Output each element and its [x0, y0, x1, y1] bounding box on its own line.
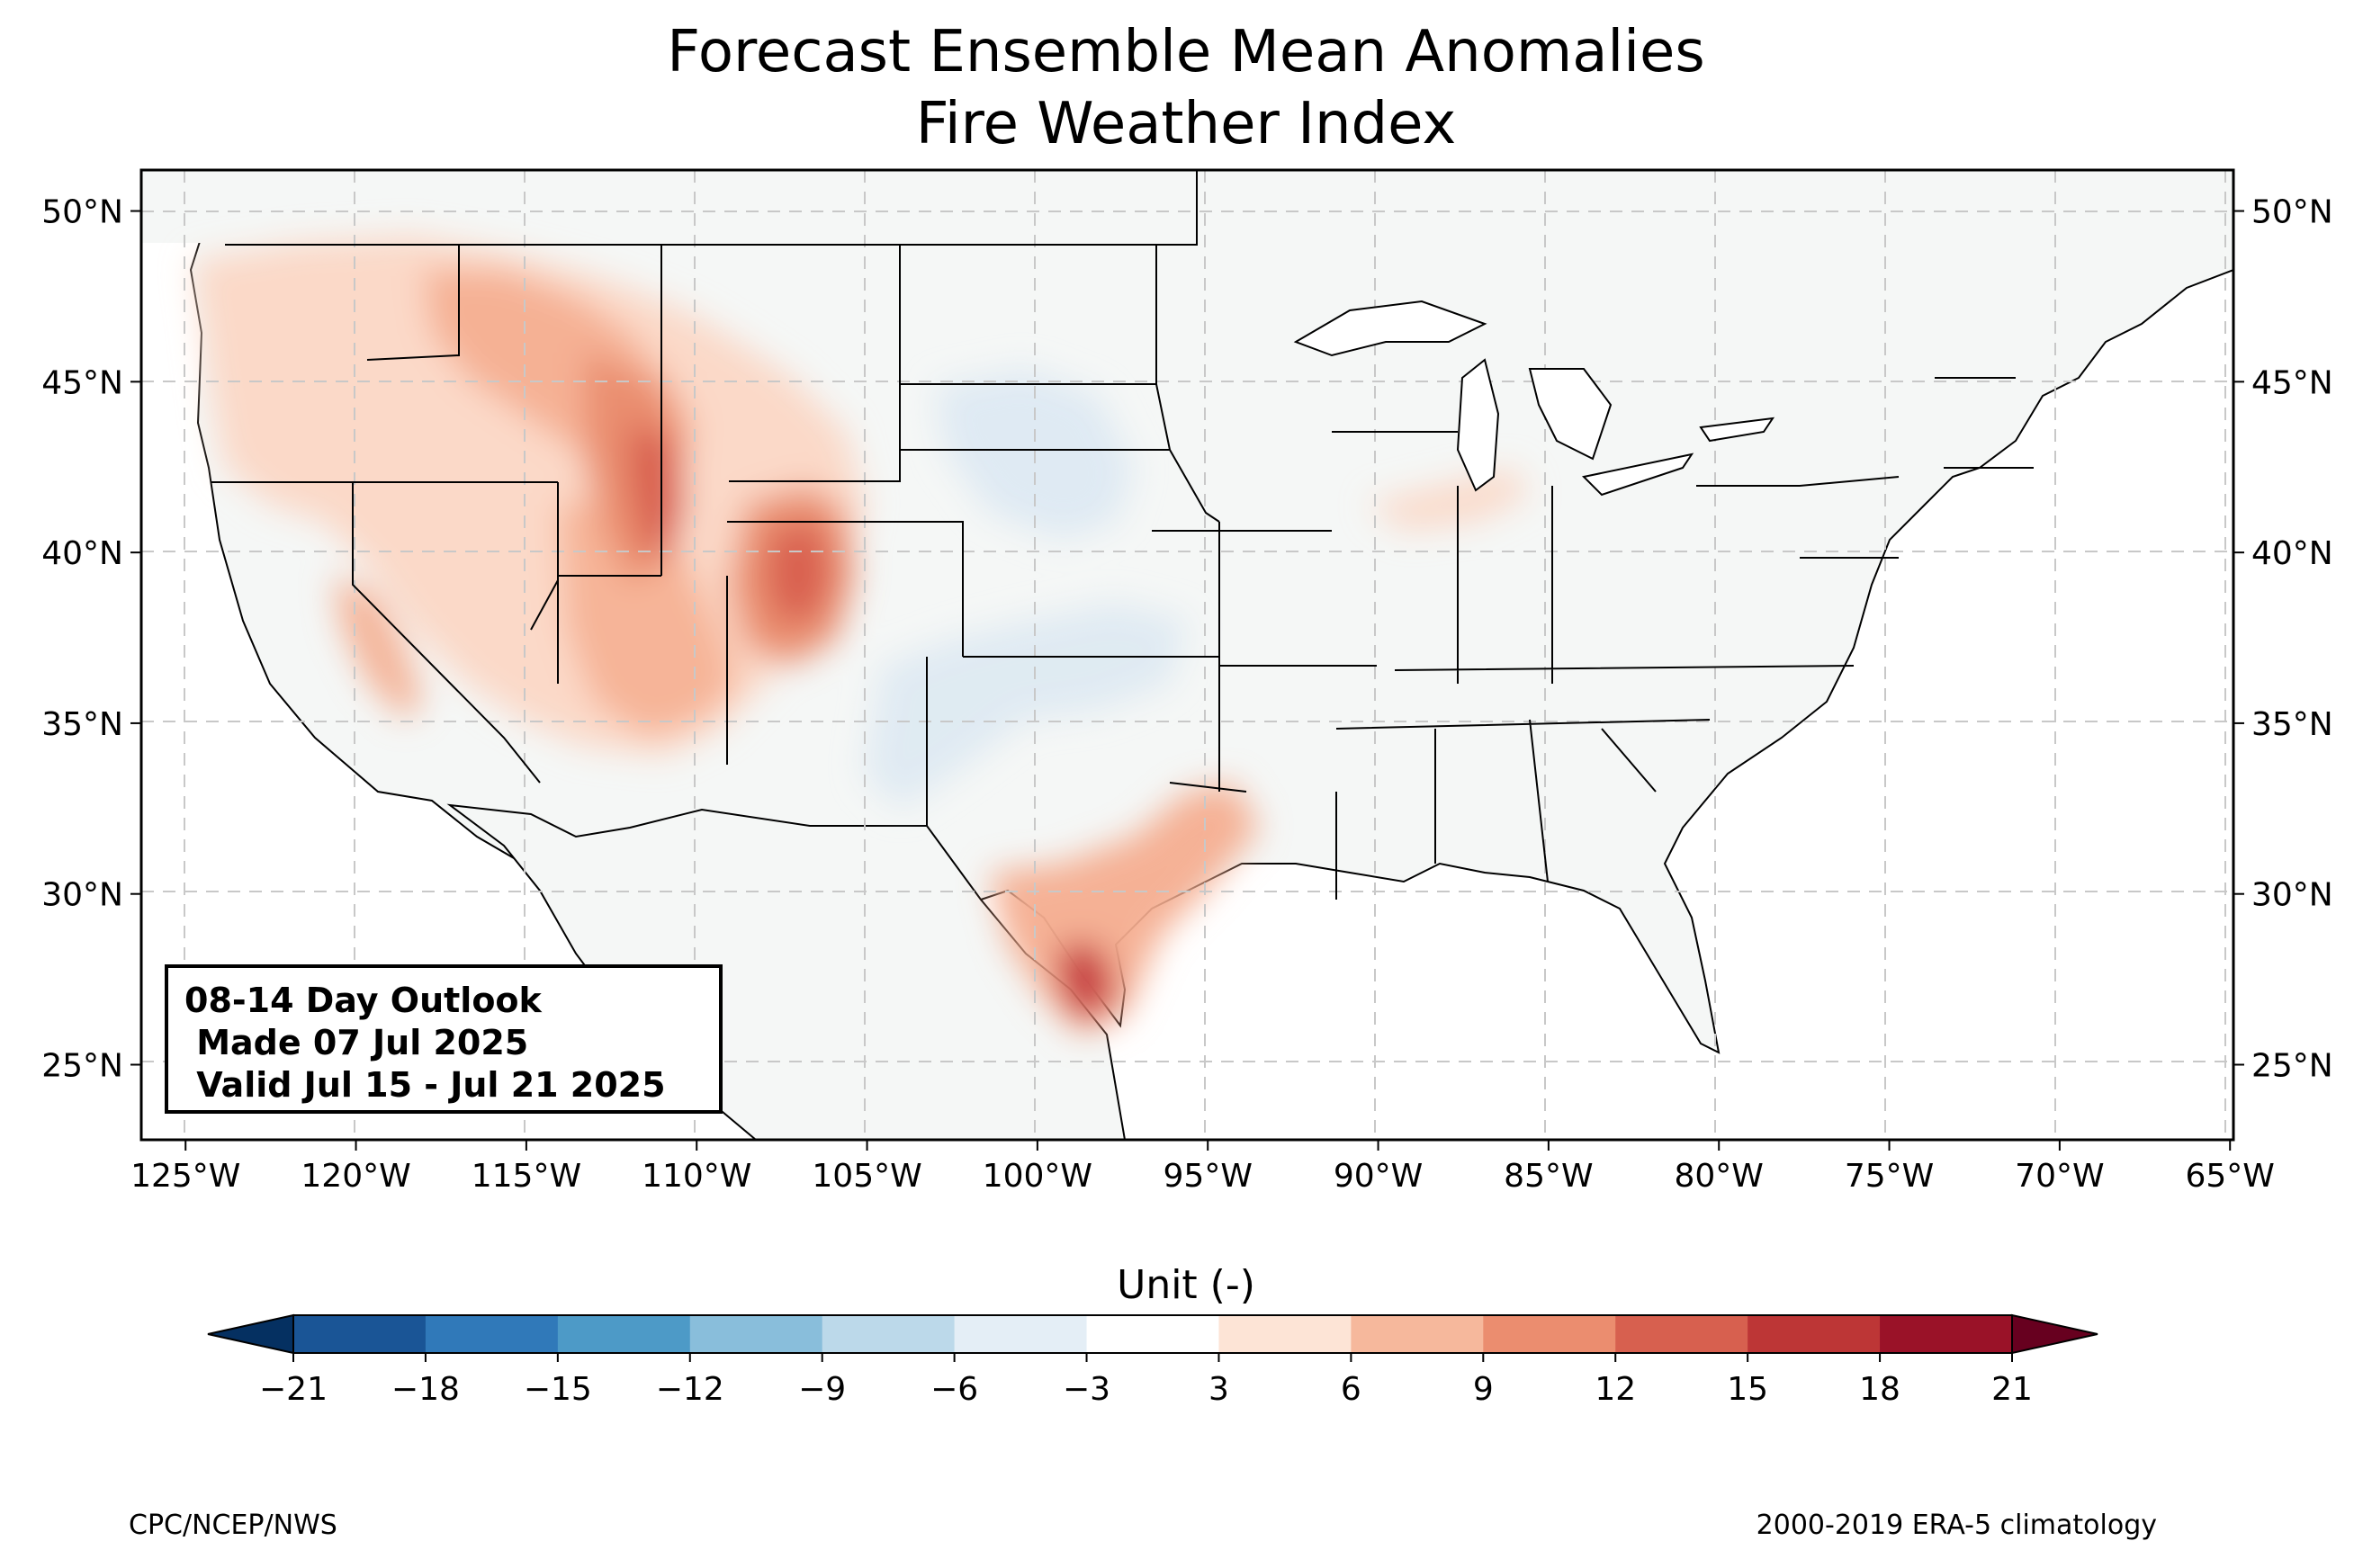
- lon-tick-label: 70°W: [2015, 1158, 2104, 1195]
- anomaly-southern-plains: [864, 603, 1188, 810]
- great-lakes: [1293, 300, 1775, 497]
- colorbar-bin: [1218, 1315, 1352, 1353]
- anomaly-great-basin: [558, 504, 738, 738]
- lake-ontario: [1699, 417, 1775, 443]
- colorbar-extend-high: [2011, 1313, 2098, 1355]
- borders: [211, 170, 2034, 900]
- lake-michigan: [1456, 358, 1500, 492]
- lat-tick-label: 50°N: [41, 194, 123, 231]
- lat-tick-label: 50°N: [2251, 194, 2333, 231]
- colorbar-bin: [954, 1315, 1088, 1353]
- lon-tick-label: 90°W: [1334, 1158, 1423, 1195]
- us-canada-border: [225, 170, 1198, 246]
- anomaly-wyoming-core: [630, 423, 684, 567]
- footer-climatology: 2000-2019 ERA-5 climatology: [1756, 1510, 2157, 1541]
- anomaly-colorado-core: [765, 522, 832, 621]
- lon-tick-label: 65°W: [2186, 1158, 2275, 1195]
- lon-tick-label: 80°W: [1675, 1158, 1764, 1195]
- lat-tick-label: 35°N: [41, 706, 123, 743]
- colorbar-extend-low: [207, 1313, 294, 1355]
- colorbar-bin: [1615, 1315, 1748, 1353]
- lon-tick-label: 100°W: [983, 1158, 1092, 1195]
- lake-erie: [1581, 452, 1694, 497]
- colorbar-tick-label: −18: [391, 1371, 460, 1408]
- colorbar-tick-label: −12: [656, 1371, 724, 1408]
- anomaly-midwest: [1368, 468, 1530, 531]
- colorbar-label: Unit (-): [1117, 1262, 1255, 1308]
- map-title: Forecast Ensemble Mean Anomalies: [667, 19, 1705, 85]
- anomaly-south-texas: [990, 783, 1260, 1035]
- land-canada: [141, 170, 2233, 243]
- colorbar-tick-label: −15: [524, 1371, 592, 1408]
- colorbar-tick-label: 21: [1991, 1371, 2033, 1408]
- colorbar-bin: [1880, 1315, 2013, 1353]
- lat-tick-label: 25°N: [41, 1047, 123, 1084]
- colorbar-bin: [1351, 1315, 1484, 1353]
- colorbar-tick-label: −6: [930, 1371, 978, 1408]
- colorbar-bin: [425, 1315, 559, 1353]
- anomaly-south-texas-core: [1057, 945, 1116, 1021]
- outlook-valid-range: Valid Jul 15 - Jul 21 2025: [184, 1065, 666, 1105]
- colorbar-tick-label: 6: [1341, 1371, 1361, 1408]
- colorbar-bin: [1748, 1315, 1881, 1353]
- state-lines: [211, 245, 2034, 900]
- lat-tick-label: 30°N: [2251, 877, 2333, 914]
- colorbar-tick-label: −9: [798, 1371, 846, 1408]
- lat-tick-label: 45°N: [2251, 364, 2333, 401]
- footer-source: CPC/NCEP/NWS: [129, 1510, 337, 1541]
- outlook-title: 08-14 Day Outlook: [184, 981, 542, 1020]
- lon-tick-label: 115°W: [472, 1158, 581, 1195]
- lat-tick-label: 35°N: [2251, 706, 2333, 743]
- colorbar-frame: [292, 1314, 2013, 1354]
- lat-axis: 25°N 25°N 30°N 30°N 35°N 35°N 40°N 40°N 45°N 45°N…: [41, 194, 2333, 1085]
- lon-tick-label: 120°W: [301, 1158, 410, 1195]
- lat-tick-label: 25°N: [2251, 1047, 2333, 1084]
- colorbar-tick-label: 18: [1859, 1371, 1900, 1408]
- lon-tick-label: 110°W: [642, 1158, 751, 1195]
- colorbar-tick-label: −21: [259, 1371, 328, 1408]
- colorbar-tick-label: 9: [1473, 1371, 1494, 1408]
- colorbar-bin: [689, 1315, 823, 1353]
- colorbar-tick-label: 12: [1595, 1371, 1636, 1408]
- colorbar-tick-label: −3: [1063, 1371, 1110, 1408]
- anomaly-layer: [193, 236, 1530, 1035]
- map-subtitle: Fire Weather Index: [915, 91, 1457, 157]
- outlook-made-date: Made 07 Jul 2025: [184, 1023, 529, 1062]
- colorbar-bin: [822, 1315, 956, 1353]
- lat-tick-label: 40°N: [41, 535, 123, 572]
- lon-tick-label: 105°W: [812, 1158, 921, 1195]
- lake-huron: [1528, 368, 1613, 461]
- colorbar: −21 −18 −15 −12 −9 −6 −3 3 6 9 12 15 18 21: [207, 1313, 2098, 1408]
- lat-tick-label: 40°N: [2251, 535, 2333, 572]
- colorbar-bin: [293, 1315, 427, 1353]
- lon-axis: 125°W 120°W 115°W 110°W 105°W 100°W 95°W 90°W 85…: [130, 1140, 2275, 1195]
- colorbar-tick-label: 15: [1727, 1371, 1768, 1408]
- colorbar-bin: [1483, 1315, 1616, 1353]
- colorbar-bin: [1086, 1315, 1219, 1353]
- colorbar-bin: [557, 1315, 691, 1353]
- lat-tick-label: 30°N: [41, 877, 123, 914]
- lon-tick-label: 75°W: [1845, 1158, 1934, 1195]
- lat-tick-label: 45°N: [41, 364, 123, 401]
- map-frame: [139, 168, 2235, 1142]
- outlook-info-box: 08-14 Day Outlook Made 07 Jul 2025 Valid…: [165, 964, 723, 1114]
- lon-tick-label: 85°W: [1504, 1158, 1593, 1195]
- lon-tick-label: 125°W: [130, 1158, 240, 1195]
- lon-tick-label: 95°W: [1164, 1158, 1253, 1195]
- lake-superior: [1293, 300, 1487, 357]
- colorbar-tick-label: 3: [1208, 1371, 1229, 1408]
